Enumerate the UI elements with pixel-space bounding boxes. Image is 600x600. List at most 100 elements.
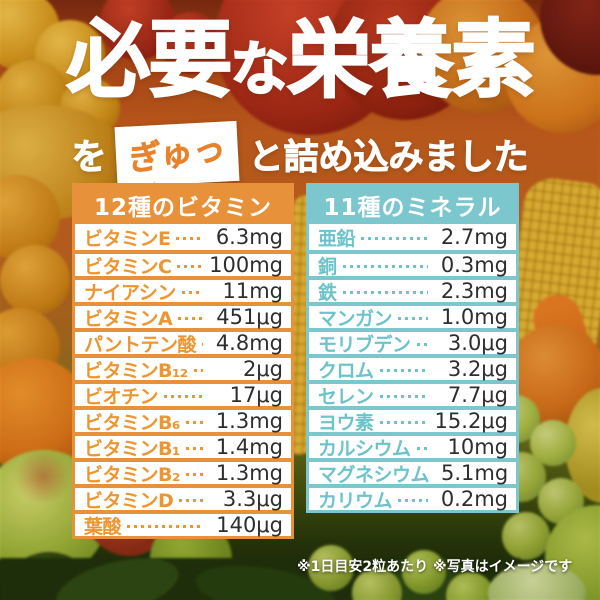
table-row: ビタミンB₂ 1.3mg bbox=[75, 458, 291, 486]
dotted-leader bbox=[178, 316, 203, 320]
nutrient-label: カリウム bbox=[318, 489, 393, 512]
dotted-leader bbox=[127, 524, 203, 528]
table-row: ビオチン 17μg bbox=[75, 380, 291, 408]
grape-shape bbox=[502, 512, 550, 560]
nutrient-value: 2μg bbox=[242, 357, 283, 381]
nutrient-value: 100mg bbox=[209, 253, 283, 277]
nutrient-label: セレン bbox=[318, 385, 374, 408]
nutrient-label: マグネシウム bbox=[318, 463, 430, 486]
nutrient-value: 10mg bbox=[447, 435, 508, 459]
nutrient-label: 銅 bbox=[318, 255, 337, 278]
nutrient-value: 1.3mg bbox=[215, 409, 283, 433]
nutrient-value: 17μg bbox=[229, 383, 283, 407]
nutrient-value: 3.2μg bbox=[447, 357, 508, 381]
dotted-leader bbox=[398, 498, 428, 502]
red-cherry-tomato-shape bbox=[160, 12, 222, 74]
grape-shape bbox=[402, 550, 446, 594]
nutrient-value: 6.3mg bbox=[215, 225, 283, 249]
dotted-leader bbox=[177, 264, 203, 268]
nutrient-value: 2.3mg bbox=[440, 279, 508, 303]
dotted-leader bbox=[179, 498, 203, 502]
nutrient-label: ヨウ素 bbox=[318, 411, 374, 434]
nutrient-label: ビタミンE bbox=[84, 227, 171, 250]
nutrient-value: 4.8mg bbox=[215, 331, 283, 355]
footnote: ※1日目安2粒あたり ※写真はイメージです bbox=[297, 559, 573, 575]
subtitle: を ぎゅっ と詰め込みました bbox=[0, 120, 600, 198]
nutrient-label: ビタミンB₂ bbox=[84, 463, 180, 486]
nutrient-label: ビタミンD bbox=[84, 489, 174, 512]
table-row: ヨウ素 15.2μg bbox=[309, 406, 516, 434]
nutrient-label: 葉酸 bbox=[84, 515, 122, 538]
table-row: セレン 7.7μg bbox=[309, 380, 516, 408]
nutrient-label: ビタミンA bbox=[84, 307, 173, 330]
dotted-leader bbox=[185, 446, 203, 450]
page-title: 必要な栄養素 bbox=[0, 11, 600, 110]
nutrient-value: 11mg bbox=[222, 279, 283, 303]
dotted-leader bbox=[181, 290, 203, 294]
nutrient-value: 0.2mg bbox=[440, 487, 508, 511]
dotted-leader bbox=[176, 236, 203, 240]
title-trailing: 栄養素 bbox=[286, 11, 536, 110]
table-row: ナイアシン 11mg bbox=[75, 276, 291, 304]
dotted-leader bbox=[342, 264, 428, 268]
nutrient-label: ビタミンB₆ bbox=[84, 411, 180, 434]
table-row: ビタミンD 3.3μg bbox=[75, 484, 291, 512]
nutrient-label: マンガン bbox=[318, 307, 393, 330]
dotted-leader bbox=[416, 446, 428, 450]
nutrient-label: 鉄 bbox=[318, 281, 337, 304]
grape-shape bbox=[308, 545, 354, 591]
nutrient-value: 1.3mg bbox=[215, 461, 283, 485]
nutrient-value: 1.0mg bbox=[440, 305, 508, 329]
vitamins-table: 12種のビタミン ビタミンE 6.3mg ビタミンC 100mg ナイアシン 11mg… bbox=[72, 183, 294, 539]
nutrient-label: ビオチン bbox=[84, 385, 159, 408]
nutrient-value: 451μg bbox=[216, 305, 283, 329]
nutrient-value: 7.7μg bbox=[447, 383, 508, 407]
nutrient-label: パントテン酸 bbox=[84, 333, 196, 356]
nutrient-value: 3.3μg bbox=[222, 487, 283, 511]
table-row: カルシウム 10mg bbox=[309, 432, 516, 460]
subtitle-suffix: と詰め込みました bbox=[248, 137, 529, 178]
nutrient-label: モリブデン bbox=[318, 333, 411, 356]
nutrient-label: ビタミンC bbox=[84, 255, 172, 278]
dotted-leader bbox=[185, 420, 203, 424]
highlight-text: ぎゅっ bbox=[128, 127, 227, 180]
nutrient-value: 3.0μg bbox=[447, 331, 508, 355]
dotted-leader bbox=[342, 290, 428, 294]
dotted-leader bbox=[164, 394, 203, 398]
nutrient-value: 0.3mg bbox=[440, 253, 508, 277]
dotted-leader bbox=[398, 316, 428, 320]
nutrient-label: カルシウム bbox=[318, 437, 411, 460]
table-row: ビタミンE 6.3mg bbox=[75, 224, 291, 250]
dotted-leader bbox=[193, 368, 203, 372]
table-row: 銅 0.3mg bbox=[309, 250, 516, 278]
title-leading: 必要 bbox=[65, 11, 233, 110]
dotted-leader bbox=[379, 420, 428, 424]
table-row: 鉄 2.3mg bbox=[309, 276, 516, 304]
dotted-leader bbox=[379, 394, 428, 398]
nutrient-value: 15.2μg bbox=[434, 409, 508, 433]
table-row: ビタミンC 100mg bbox=[75, 250, 291, 278]
kumquat-shape bbox=[0, 245, 70, 315]
vitamins-table-header: 12種のビタミン bbox=[75, 186, 291, 224]
dotted-leader bbox=[201, 342, 203, 346]
table-row: クロム 3.2μg bbox=[309, 354, 516, 382]
dotted-leader bbox=[185, 472, 203, 476]
nutrient-label: 亜鉛 bbox=[318, 227, 356, 250]
nutrient-label: ナイアシン bbox=[84, 281, 176, 304]
nutrient-value: 2.7mg bbox=[440, 225, 508, 249]
table-row: ビタミンA 451μg bbox=[75, 302, 291, 330]
minerals-table-header: 11種のミネラル bbox=[309, 186, 516, 224]
subtitle-prefix: を bbox=[71, 137, 107, 178]
table-row: パントテン酸 4.8mg bbox=[75, 328, 291, 356]
nutrient-value: 5.1mg bbox=[441, 461, 509, 485]
apple-blush-shape bbox=[12, 452, 74, 502]
nutrient-value: 1.4mg bbox=[215, 435, 283, 459]
dotted-leader bbox=[361, 236, 428, 240]
table-row: ビタミンB₆ 1.3mg bbox=[75, 406, 291, 434]
table-row: マンガン 1.0mg bbox=[309, 302, 516, 330]
table-row: 葉酸 140μg bbox=[75, 510, 291, 538]
table-row: モリブデン 3.0μg bbox=[309, 328, 516, 356]
nutrient-label: ビタミンB₁ bbox=[84, 437, 180, 460]
dotted-leader bbox=[416, 342, 428, 346]
